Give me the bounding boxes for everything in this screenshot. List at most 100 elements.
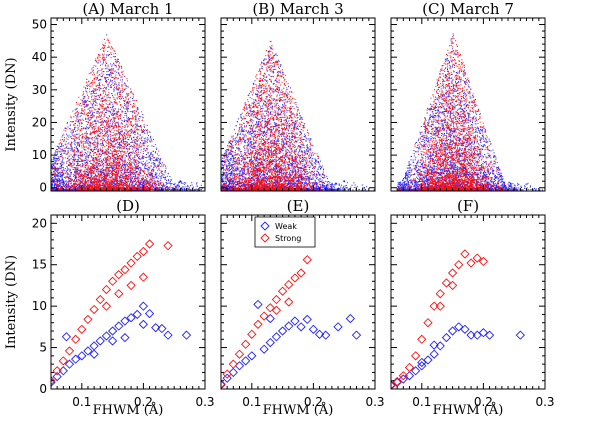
weak-point [98, 94, 100, 96]
strong-point [121, 130, 123, 132]
weak-point [154, 187, 156, 189]
weak-point [160, 177, 162, 179]
weak-point [95, 181, 97, 183]
weak-point [114, 99, 116, 101]
strong-point [74, 160, 75, 162]
weak-point [85, 106, 87, 108]
weak-point [112, 141, 114, 143]
weak-point [79, 123, 81, 125]
strong-point [90, 163, 92, 164]
weak-point [51, 185, 53, 187]
weak-point [104, 154, 106, 156]
weak-point [128, 171, 130, 173]
weak-point [167, 186, 168, 188]
weak-point [115, 180, 117, 181]
weak-point [113, 101, 115, 103]
weak-point [119, 91, 121, 93]
strong-point [117, 78, 119, 80]
weak-point [135, 125, 137, 127]
strong-point [109, 156, 111, 158]
weak-point [102, 173, 104, 175]
weak-point [138, 118, 140, 119]
weak-point [83, 159, 85, 161]
weak-point [143, 129, 145, 131]
weak-point [98, 182, 99, 184]
weak-point [152, 187, 154, 189]
weak-point [99, 172, 101, 174]
weak-point [132, 117, 134, 119]
weak-point [116, 143, 118, 145]
weak-point [78, 179, 80, 181]
weak-point [51, 163, 53, 165]
weak-point [92, 184, 94, 186]
strong-point [105, 167, 107, 169]
weak-point [61, 174, 63, 176]
strong-point [75, 167, 77, 169]
strong-point [97, 98, 99, 100]
weak-point [108, 148, 110, 150]
weak-point [89, 162, 91, 164]
strong-point [127, 110, 129, 112]
strong-point [86, 153, 88, 155]
strong-point [78, 175, 80, 177]
strong-point [135, 178, 137, 179]
strong-point [126, 137, 128, 138]
strong-point [59, 182, 61, 184]
strong-point [122, 70, 124, 72]
weak-point [86, 140, 87, 141]
strong-point [138, 158, 140, 160]
weak-point [99, 108, 101, 110]
strong-point [88, 73, 90, 75]
weak-point [97, 184, 99, 186]
strong-point [99, 86, 101, 88]
weak-point [113, 114, 115, 115]
weak-point [53, 168, 55, 170]
strong-point [60, 156, 62, 157]
strong-point [96, 153, 97, 155]
strong-point [124, 168, 126, 169]
strong-point [95, 168, 97, 170]
strong-point [159, 173, 160, 175]
weak-point [101, 63, 103, 65]
weak-point [150, 135, 152, 137]
weak-point [140, 137, 142, 139]
weak-point [149, 174, 151, 176]
strong-point [99, 59, 101, 61]
strong-point [110, 170, 112, 172]
strong-point [114, 171, 116, 173]
strong-point [131, 177, 133, 179]
strong-point [86, 81, 88, 83]
strong-point [86, 186, 88, 188]
weak-point [159, 182, 161, 184]
weak-point [61, 149, 63, 151]
weak-point [98, 84, 100, 85]
weak-point [174, 182, 176, 184]
weak-point [130, 159, 132, 161]
strong-point [88, 84, 90, 86]
weak-point [74, 139, 76, 141]
weak-point [51, 181, 53, 183]
strong-point [126, 119, 128, 121]
weak-point [153, 138, 154, 140]
strong-point [85, 141, 87, 143]
strong-point [90, 148, 92, 150]
weak-point [111, 186, 113, 188]
weak-point [126, 106, 128, 108]
strong-point [89, 181, 91, 183]
strong-point [120, 153, 122, 155]
weak-point [146, 165, 148, 167]
weak-point [113, 182, 115, 183]
weak-point [111, 175, 113, 177]
weak-point [96, 142, 98, 143]
weak-point [177, 185, 179, 187]
strong-point [108, 176, 110, 178]
weak-point [128, 172, 130, 174]
strong-point [93, 88, 95, 89]
strong-point [106, 186, 108, 188]
strong-point [158, 162, 160, 164]
weak-point [142, 163, 144, 165]
strong-point [89, 88, 91, 90]
weak-point [145, 157, 147, 159]
weak-point [62, 159, 64, 161]
weak-point [129, 162, 130, 164]
